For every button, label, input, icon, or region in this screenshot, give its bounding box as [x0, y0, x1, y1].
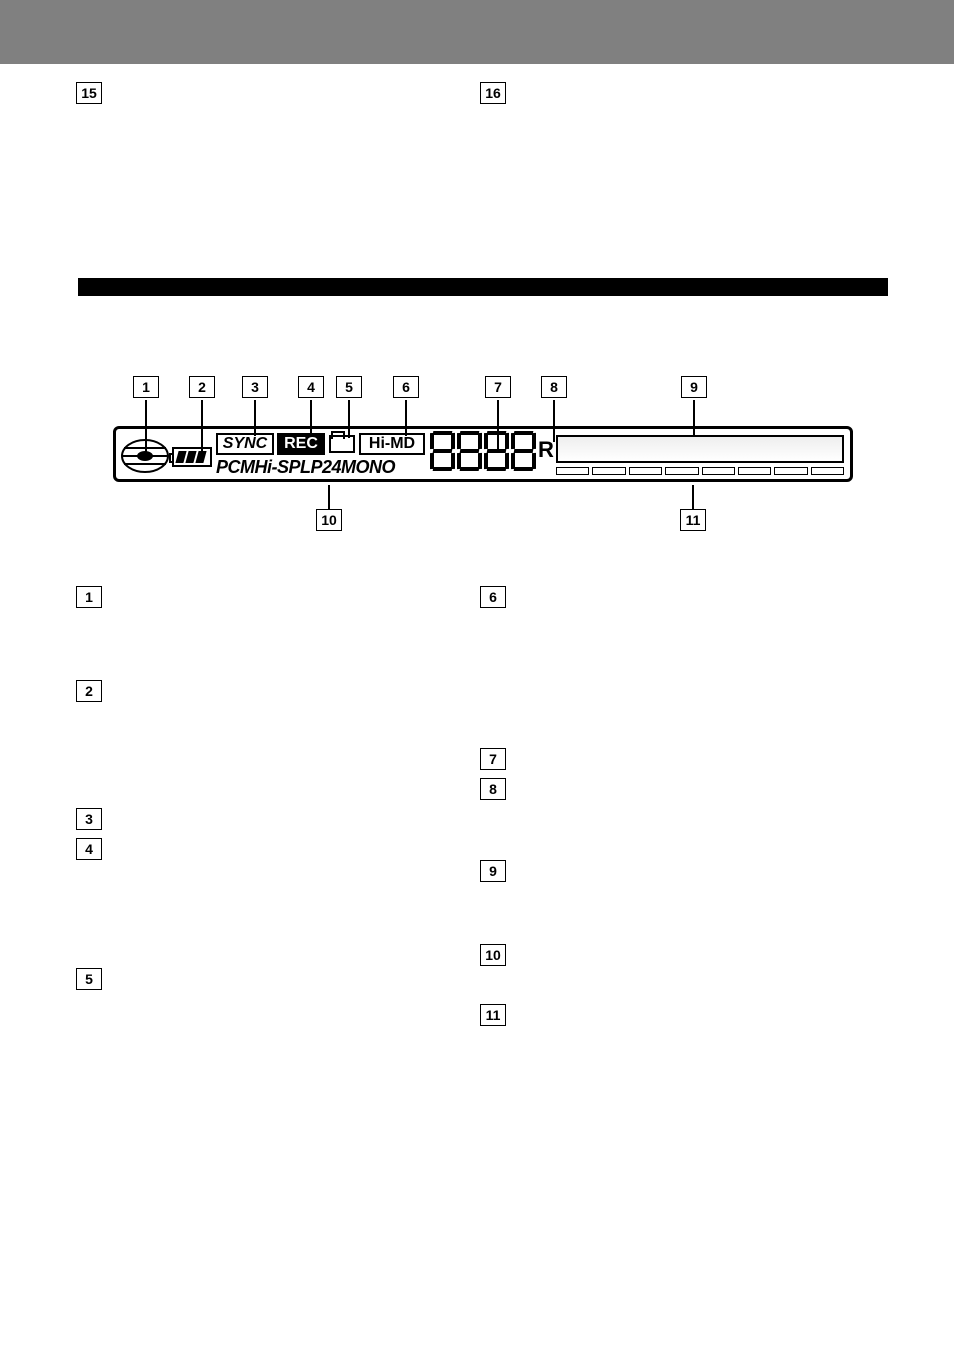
callout-5: 5 — [336, 376, 362, 398]
header-gray-bar — [0, 0, 954, 64]
lcd-display: SYNC REC Hi-MD PCMHi-SPLP24MONO R — [113, 426, 853, 482]
callout-11: 11 — [680, 509, 706, 531]
desc-3: 3 — [76, 808, 102, 830]
callout-16: 16 — [480, 82, 506, 104]
character-info-display — [556, 435, 844, 463]
desc-6: 6 — [480, 586, 506, 608]
callout-6: 6 — [393, 376, 419, 398]
callout-15: 15 — [76, 82, 102, 104]
callout-1: 1 — [133, 376, 159, 398]
repeat-indicator: R — [538, 437, 554, 463]
callout-7: 7 — [485, 376, 511, 398]
level-meter — [556, 467, 844, 475]
desc-8: 8 — [480, 778, 506, 800]
desc-11: 11 — [480, 1004, 506, 1026]
track-number-digits — [430, 431, 536, 471]
desc-4: 4 — [76, 838, 102, 860]
codec-indicators: PCMHi-SPLP24MONO — [216, 457, 395, 478]
himd-indicator: Hi-MD — [359, 433, 425, 455]
callout-3: 3 — [242, 376, 268, 398]
desc-5: 5 — [76, 968, 102, 990]
desc-7: 7 — [480, 748, 506, 770]
callout-2: 2 — [189, 376, 215, 398]
rec-indicator: REC — [277, 433, 325, 455]
desc-2: 2 — [76, 680, 102, 702]
sync-indicator: SYNC — [216, 433, 274, 455]
group-folder-icon — [329, 435, 355, 453]
callout-9: 9 — [681, 376, 707, 398]
callout-10: 10 — [316, 509, 342, 531]
disc-icon — [120, 438, 170, 474]
desc-1: 1 — [76, 586, 102, 608]
section-divider-bar — [78, 278, 888, 296]
callout-8: 8 — [541, 376, 567, 398]
battery-icon — [172, 447, 212, 467]
callout-4: 4 — [298, 376, 324, 398]
desc-9: 9 — [480, 860, 506, 882]
desc-10: 10 — [480, 944, 506, 966]
